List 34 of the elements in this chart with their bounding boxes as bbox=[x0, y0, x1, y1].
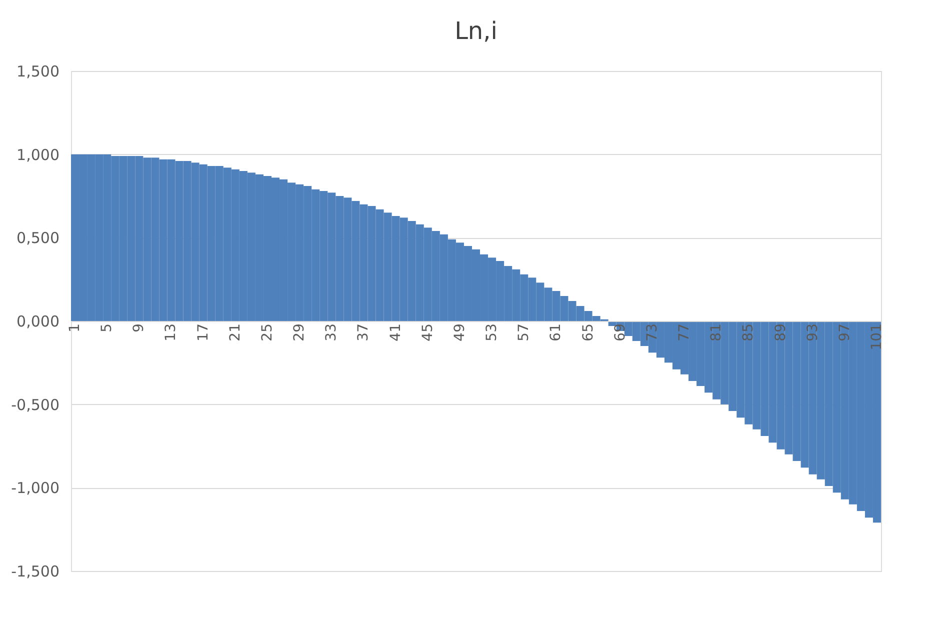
x-tick-label: 9 bbox=[131, 324, 148, 332]
x-tick-label: 57 bbox=[516, 324, 532, 342]
x-tick-label: 49 bbox=[452, 324, 468, 342]
x-tick-label: 101 bbox=[868, 324, 885, 350]
x-tick-label: 29 bbox=[292, 324, 308, 342]
x-tick-label: 73 bbox=[644, 324, 660, 342]
x-tick-label: 53 bbox=[484, 324, 500, 342]
x-tick-label: 97 bbox=[836, 324, 853, 342]
y-tick-label: -1,500 bbox=[11, 562, 60, 580]
x-tick-label: 61 bbox=[548, 324, 564, 342]
x-tick-label: 85 bbox=[740, 324, 757, 342]
x-tick-label: 93 bbox=[804, 324, 821, 342]
x-tick-label: 25 bbox=[259, 324, 276, 342]
y-tick-label: 0,000 bbox=[16, 312, 60, 330]
x-tick-label: 17 bbox=[195, 324, 212, 342]
x-tick-label: 33 bbox=[324, 324, 340, 342]
x-tick-label: 81 bbox=[708, 324, 725, 342]
y-tick-label: -0,500 bbox=[11, 396, 60, 414]
x-tick-label: 45 bbox=[420, 324, 436, 342]
y-tick-label: 1,500 bbox=[16, 62, 60, 80]
chart-title: Ln,i bbox=[454, 17, 498, 45]
y-tick-label: 1,000 bbox=[16, 146, 60, 164]
x-tick-label: 5 bbox=[99, 324, 116, 332]
y-tick-label: 0,500 bbox=[16, 229, 60, 248]
x-tick-label: 65 bbox=[580, 324, 596, 342]
x-tick-label: 41 bbox=[388, 324, 404, 342]
x-tick-label: 89 bbox=[772, 324, 789, 342]
x-tick-label: 37 bbox=[356, 324, 372, 342]
x-tick-label: 1 bbox=[67, 324, 84, 332]
x-tick-label: 69 bbox=[612, 324, 628, 342]
x-tick-label: 77 bbox=[676, 324, 693, 342]
y-tick-label: -1,000 bbox=[11, 479, 60, 498]
x-tick-label: 21 bbox=[227, 324, 244, 342]
x-tick-label: 13 bbox=[163, 324, 180, 342]
